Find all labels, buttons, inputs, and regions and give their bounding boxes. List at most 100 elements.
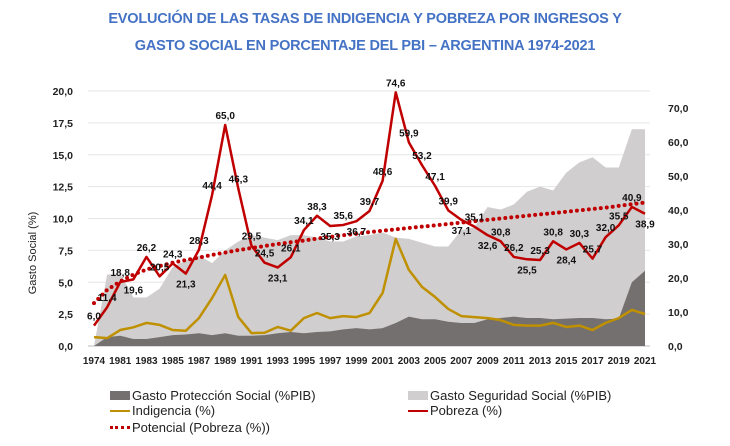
pobreza-data-label: 18,8 [111,268,131,279]
right-axis-tick-label: 30,0 [668,239,689,251]
left-axis-tick-label: 2,5 [58,309,73,321]
pobreza-data-label: 74,6 [386,78,406,89]
pobreza-data-label: 39,9 [438,196,458,207]
right-axis-tick-label: 0,0 [668,341,683,353]
left-axis-tick-label: 20,0 [53,86,74,98]
pobreza-data-label: 28,3 [189,236,209,247]
right-axis-tick-label: 40,0 [668,205,689,217]
chart-title-line-1: EVOLUCIÓN DE LAS TASAS DE INDIGENCIA Y P… [108,11,622,27]
legend-label-indigencia: Indigencia (%) [132,403,216,418]
pobreza-data-label: 29,5 [242,232,262,243]
pobreza-data-label: 24,3 [163,249,183,260]
x-axis-tick-label: 2007 [450,356,473,367]
right-axis-tick-label: 10,0 [668,307,689,319]
area-proteccion-social [94,270,645,346]
left-axis-tick-label: 17,5 [53,118,74,130]
x-axis-tick-label: 1974 [83,356,106,367]
pobreza-data-label: 24,5 [255,249,275,260]
right-axis-tick-label: 20,0 [668,273,689,285]
x-axis-tick-label: 2003 [398,356,421,367]
pobreza-data-label: 26,2 [504,243,524,254]
left-axis-tick-label: 0,0 [58,341,73,353]
left-axis-tick-label: 12,5 [53,182,74,194]
legend-label-potencial: Potencial (Pobreza (%)) [132,420,270,435]
pobreza-data-label: 37,1 [452,226,472,237]
x-axis-tick-label: 1997 [319,356,342,367]
pobreza-data-label: 6,0 [87,312,101,323]
pobreza-data-label: 36,7 [347,227,367,238]
legend-label-pobreza: Pobreza (%) [430,403,503,418]
pobreza-data-label: 30,3 [570,229,590,240]
pobreza-data-label: 25,7 [583,245,603,256]
pobreza-data-label: 30,8 [491,227,511,238]
pobreza-data-label: 38,9 [635,220,655,231]
legend-label-seguridad: Gasto Seguridad Social (%PIB) [430,388,612,403]
pobreza-data-label: 26,1 [281,243,301,254]
x-axis-tick-label: 1991 [240,356,263,367]
left-axis-tick-label: 15,0 [53,150,74,162]
right-axis-tick-label: 50,0 [668,171,689,183]
pobreza-data-label: 53,2 [412,151,432,162]
x-axis-tick-label: 2019 [608,356,631,367]
legend-item-potencial: Potencial (Pobreza (%)) [110,420,270,435]
pobreza-data-label: 35,3 [320,232,340,243]
x-axis-tick-label: 1981 [109,356,132,367]
x-axis-tick-label: 1995 [293,356,316,367]
legend-swatch-potencial [110,426,130,429]
pobreza-data-label: 19,6 [124,285,144,296]
pobreza-data-label: 38,3 [307,202,327,213]
legend-swatch-seguridad [408,391,428,400]
x-axis-tick-label: 1983 [135,356,158,367]
pobreza-data-label: 32,0 [596,223,616,234]
pobreza-data-label: 35,6 [334,211,354,222]
pobreza-data-label: 59,9 [399,128,419,139]
x-axis-tick-label: 1985 [162,356,185,367]
pobreza-data-label: 35,1 [465,213,485,224]
pobreza-data-label: 34,1 [294,216,314,227]
pobreza-data-label: 48,6 [373,167,393,178]
x-axis-tick-label: 2017 [581,356,604,367]
right-axis-tick-label: 70,0 [668,103,689,115]
legend-swatch-pobreza [408,409,428,412]
x-axis-tick-label: 2015 [555,356,578,367]
legend-swatch-indigencia [110,409,130,412]
right-axis-tick-label: 60,0 [668,137,689,149]
legend-item-seguridad: Gasto Seguridad Social (%PIB) [408,388,611,403]
x-axis-tick-label: 2011 [503,356,525,367]
x-axis-tick-label: 1987 [188,356,211,367]
pobreza-data-label: 20,5 [150,262,170,273]
x-axis-tick-label: 1999 [345,356,368,367]
pobreza-data-label: 47,1 [425,172,445,183]
pobreza-data-label: 44,4 [202,181,222,192]
pobreza-data-label: 30,8 [543,227,563,238]
pobreza-data-label: 25,3 [530,246,550,257]
pobreza-data-label: 11,4 [98,293,117,304]
left-axis-tick-label: 5,0 [58,277,73,289]
legend-item-proteccion: Gasto Protección Social (%PIB) [110,388,316,403]
pobreza-data-label: 32,6 [478,241,498,252]
x-axis-tick-label: 1993 [267,356,290,367]
chart-title-line-2: GASTO SOCIAL EN PORCENTAJE DEL PBI – ARG… [134,38,596,54]
area-seguridad-social [94,129,645,346]
pobreza-data-label: 23,1 [268,273,288,284]
legend-label-proteccion: Gasto Protección Social (%PIB) [132,388,316,403]
legend-item-indigencia: Indigencia (%) [110,403,215,418]
left-axis-tick-label: 10,0 [53,214,74,226]
pobreza-data-label: 39,7 [360,197,380,208]
y-axis-title: Gasto Social (%) [27,212,39,295]
pobreza-data-label: 28,4 [557,255,577,266]
pobreza-data-label: 40,9 [622,193,642,204]
pobreza-data-label: 26,2 [137,243,157,254]
pobreza-data-label: 65,0 [215,111,235,122]
x-axis-tick-label: 2013 [529,356,552,367]
pobreza-data-label: 35,5 [609,211,629,222]
x-axis-tick-label: 2005 [424,356,447,367]
pobreza-data-label: 46,3 [229,175,249,186]
legend-swatch-proteccion [110,391,130,400]
left-axis-tick-label: 7,5 [58,245,73,257]
x-axis-tick-label: 2001 [371,356,394,367]
x-axis-tick-label: 2009 [476,356,499,367]
legend-item-pobreza: Pobreza (%) [408,403,502,418]
x-axis-tick-label: 1989 [214,356,237,367]
